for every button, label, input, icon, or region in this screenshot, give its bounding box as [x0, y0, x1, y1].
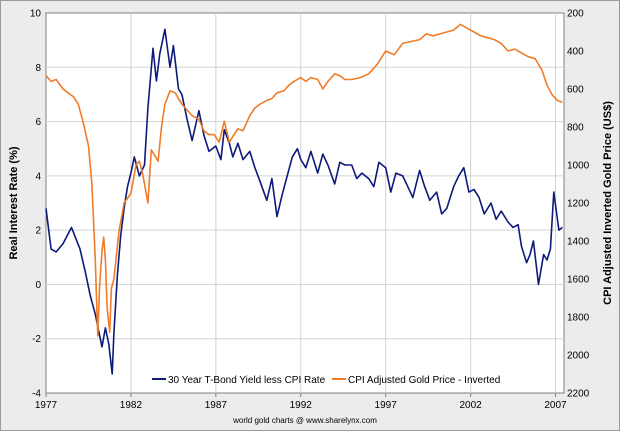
legend-label-gold: CPI Adjusted Gold Price - Inverted — [348, 375, 500, 386]
y-tick-label: 8 — [35, 63, 41, 74]
y2-tick-label: 1200 — [567, 199, 590, 210]
y2-tick-label: 2000 — [567, 351, 590, 362]
y2-tick-label: 1400 — [567, 237, 590, 248]
y2-tick-label: 2200 — [567, 389, 590, 400]
y2-tick-label: 1600 — [567, 275, 590, 286]
x-tick-label: 1982 — [120, 400, 143, 411]
y-tick-label: 4 — [35, 171, 41, 182]
y2-tick-label: 1000 — [567, 161, 590, 172]
y2-tick-label: 600 — [567, 85, 584, 96]
x-tick-label: 2007 — [544, 400, 567, 411]
legend-label-bond: 30 Year T-Bond Yield less CPI Rate — [168, 375, 326, 386]
x-tick-label: 1992 — [290, 400, 313, 411]
x-tick-label: 1997 — [375, 400, 398, 411]
y2-tick-label: 1800 — [567, 313, 590, 324]
x-tick-label: 1977 — [35, 400, 58, 411]
y2-tick-label: 400 — [567, 47, 584, 58]
series-layer — [45, 23, 563, 375]
y2-tick-label: 800 — [567, 123, 584, 134]
footer-credit: world gold charts @ www.sharelynx.com — [232, 416, 377, 425]
grid — [46, 13, 564, 393]
y-axis-left-ticks: -4 -2 0 2 4 6 8 10 — [30, 9, 42, 400]
x-tick-label: 2002 — [459, 400, 482, 411]
series-line-gold-price — [45, 23, 563, 337]
y-tick-label: -2 — [32, 334, 41, 345]
y-tick-label: 0 — [35, 280, 41, 291]
y-tick-label: -4 — [32, 389, 41, 400]
y-tick-label: 6 — [35, 117, 41, 128]
y-axis-left-title: Real Interest Rate (%) — [8, 146, 20, 259]
y-axis-right-title: CPI Adjusted Inverted Gold Price (US$) — [602, 101, 614, 305]
x-axis-ticks: 1977 1982 1987 1992 1997 2002 2007 — [35, 393, 567, 411]
legend: 30 Year T-Bond Yield less CPI Rate CPI A… — [152, 375, 500, 386]
y-tick-label: 10 — [30, 9, 42, 20]
plot-area — [45, 12, 565, 394]
y-axis-right-ticks: 2200 2000 1800 1600 1400 1200 1000 800 600 400 200 — [567, 9, 590, 400]
y2-tick-label: 200 — [567, 9, 584, 20]
x-tick-label: 1987 — [205, 400, 228, 411]
y-tick-label: 2 — [35, 226, 41, 237]
